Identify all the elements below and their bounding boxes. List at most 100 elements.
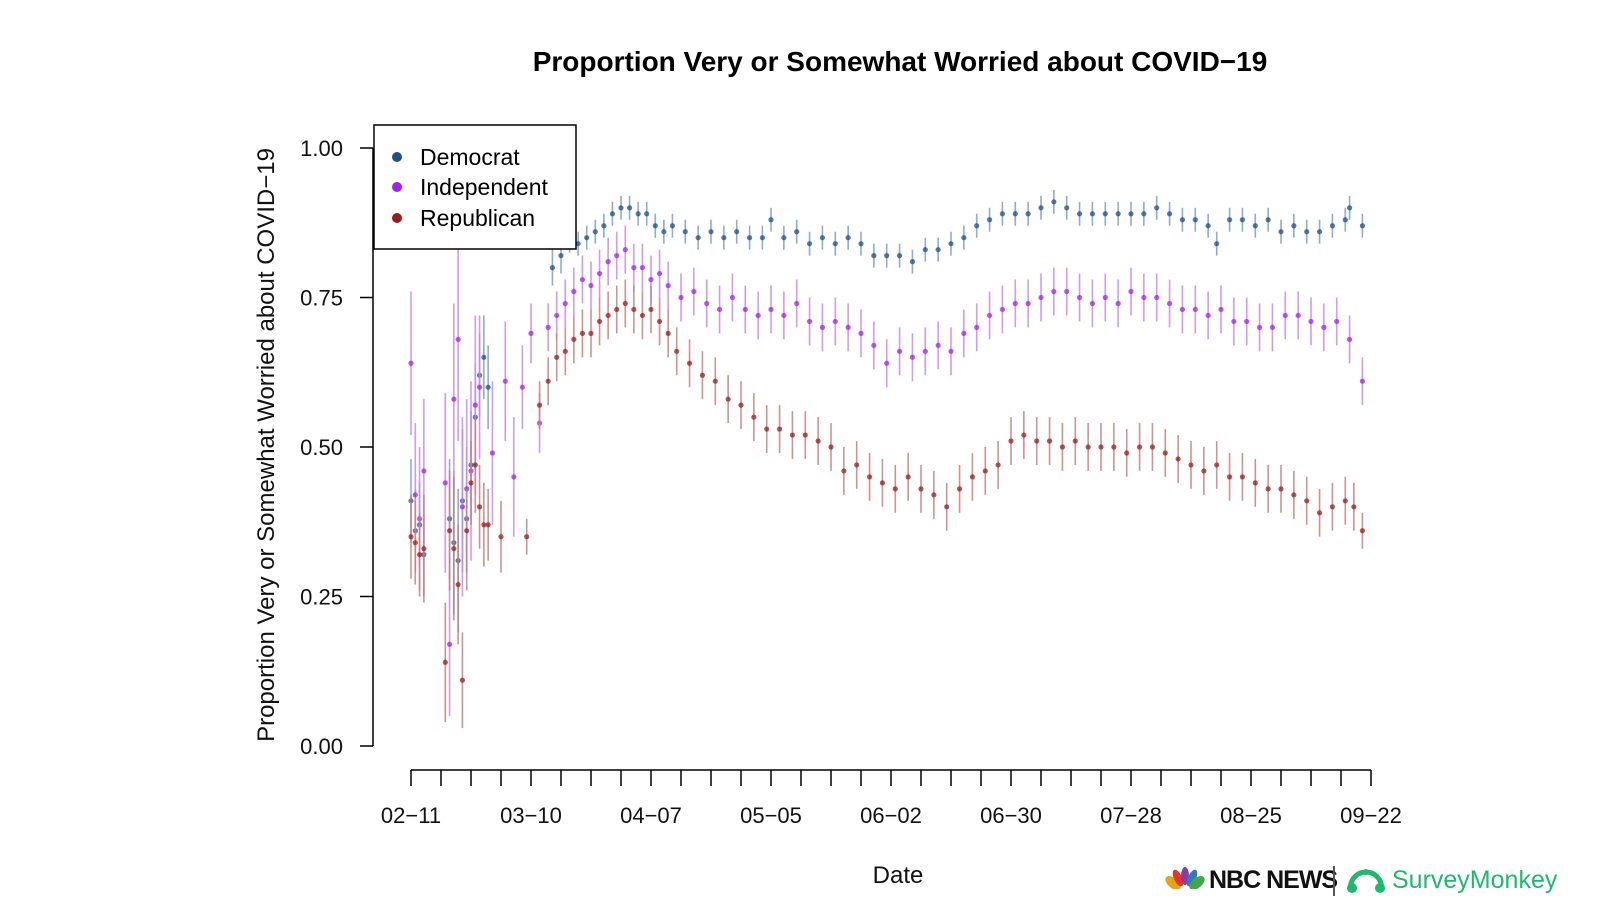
data-point	[622, 300, 628, 307]
data-point	[794, 229, 800, 235]
data-point	[1038, 294, 1044, 301]
chart-title: Proportion Very or Somewhat Worried abou…	[533, 46, 1268, 77]
data-point	[1175, 456, 1181, 462]
data-point	[1141, 211, 1147, 217]
data-point	[832, 241, 838, 247]
data-point	[554, 354, 560, 360]
data-point	[408, 360, 414, 366]
data-point	[656, 318, 663, 325]
data-point	[596, 318, 603, 325]
data-point	[609, 211, 616, 217]
x-tick-label: 07−28	[1100, 803, 1162, 828]
data-point	[828, 444, 834, 450]
legend-label-republican: Republican	[420, 205, 535, 231]
data-point	[708, 229, 714, 235]
data-point	[986, 217, 993, 223]
data-point	[528, 330, 534, 336]
data-point	[554, 312, 560, 319]
data-point	[1226, 474, 1233, 480]
data-point	[1329, 223, 1336, 229]
data-point	[866, 474, 873, 480]
data-point	[1291, 223, 1297, 229]
series-republican	[408, 279, 1366, 729]
surveymonkey-logo: SurveyMonkey	[1346, 862, 1557, 898]
data-point	[626, 205, 633, 211]
data-point	[909, 354, 916, 360]
data-point	[519, 384, 526, 390]
data-point	[408, 534, 414, 540]
data-point	[969, 474, 976, 480]
y-tick-label: 0.00	[300, 734, 343, 759]
data-point	[1359, 378, 1366, 384]
data-point	[686, 360, 693, 366]
data-point	[451, 546, 457, 552]
data-point	[682, 229, 688, 235]
data-point	[1226, 217, 1233, 223]
data-point	[995, 462, 1001, 468]
y-tick-label: 1.00	[300, 136, 343, 161]
data-point	[935, 342, 941, 348]
data-point	[1179, 306, 1186, 313]
data-point	[674, 348, 680, 354]
data-point	[459, 677, 466, 683]
data-point	[459, 504, 466, 510]
data-point	[884, 253, 890, 259]
data-point	[922, 348, 928, 354]
data-point	[455, 581, 461, 588]
data-point	[832, 318, 838, 325]
data-point	[794, 300, 800, 307]
legend-marker-democrat	[392, 152, 402, 162]
data-point	[524, 534, 530, 540]
data-point	[768, 306, 774, 313]
data-point	[592, 229, 598, 235]
data-point	[1059, 444, 1066, 450]
data-point	[1085, 444, 1091, 450]
data-point	[922, 247, 928, 253]
data-point	[1102, 211, 1108, 217]
data-point	[635, 211, 641, 217]
data-point	[1321, 324, 1327, 330]
data-point	[451, 396, 457, 402]
data-point	[1051, 199, 1057, 205]
data-point	[1034, 438, 1040, 444]
data-point	[1316, 510, 1323, 516]
data-point	[476, 384, 483, 390]
data-point	[1252, 480, 1258, 486]
surveymonkey-icon	[1347, 869, 1385, 893]
data-point	[896, 253, 903, 259]
data-point	[412, 492, 418, 498]
data-point	[974, 324, 980, 330]
data-point	[665, 282, 671, 289]
data-point	[446, 641, 453, 647]
data-point	[1351, 504, 1357, 510]
data-point	[1342, 217, 1348, 223]
data-point	[618, 205, 624, 211]
data-point	[442, 659, 448, 665]
data-point	[729, 294, 736, 301]
x-tick-label: 06−30	[980, 803, 1042, 828]
data-point	[1089, 211, 1096, 217]
data-point	[631, 306, 637, 313]
data-point	[648, 276, 654, 283]
data-point	[601, 223, 607, 229]
data-point	[579, 276, 586, 283]
data-point	[896, 348, 903, 354]
data-point	[905, 474, 911, 480]
y-tick-label: 0.50	[300, 435, 343, 460]
data-point	[1166, 300, 1173, 307]
data-point	[691, 288, 697, 295]
data-point	[1012, 211, 1018, 217]
data-point	[1214, 241, 1220, 247]
data-point	[1359, 528, 1366, 534]
data-point	[472, 402, 478, 408]
data-point	[944, 504, 950, 510]
data-point	[1128, 211, 1134, 217]
data-point	[1025, 300, 1031, 307]
data-point	[1308, 318, 1314, 325]
data-point	[806, 241, 813, 247]
data-point	[588, 330, 594, 336]
x-tick-label: 08−25	[1220, 803, 1282, 828]
data-point	[1291, 492, 1297, 498]
data-point	[1214, 462, 1220, 468]
data-point	[622, 247, 628, 253]
